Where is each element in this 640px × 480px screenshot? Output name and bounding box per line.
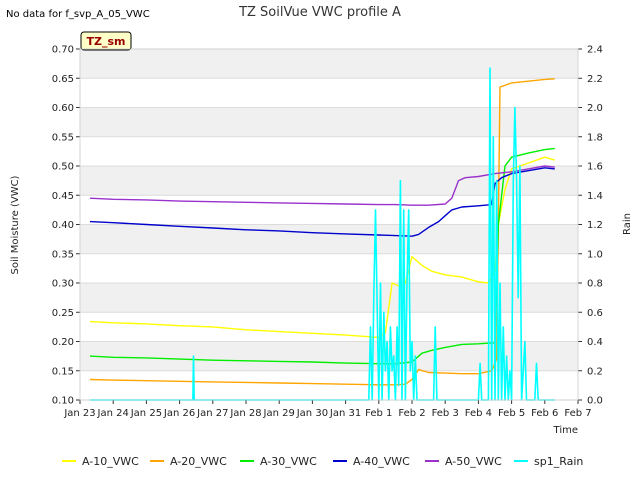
legend-item-a-20-vwc: A-20_VWC	[150, 455, 227, 468]
x-tick-label: Feb 3	[432, 408, 459, 419]
legend-label: A-30_VWC	[260, 455, 317, 468]
band	[80, 283, 578, 313]
y2-tick-label: 1.0	[587, 249, 603, 260]
y2-tick-label: 1.8	[587, 132, 603, 143]
y2-tick-label: 1.4	[587, 191, 603, 202]
y-tick-label: 0.60	[52, 103, 74, 114]
band	[80, 107, 578, 137]
y2-tick-label: 0.2	[587, 366, 603, 377]
x-tick-label: Feb 7	[564, 408, 591, 419]
band	[80, 49, 578, 79]
y-tick-label: 0.15	[52, 366, 74, 377]
x-tick-label: Jan 25	[130, 408, 162, 419]
x-tick-label: Jan 29	[263, 408, 295, 419]
y-tick-label: 0.45	[52, 191, 74, 202]
x-tick-label: Jan 26	[163, 408, 195, 419]
y-tick-label: 0.40	[52, 220, 74, 231]
y2-tick-label: 2.4	[587, 45, 603, 56]
x-tick-label: Feb 5	[498, 408, 525, 419]
legend: A-10_VWC A-20_VWC A-30_VWC A-40_VWC A-50_VWC…	[62, 455, 583, 468]
x-tick-label: Jan 30	[296, 408, 328, 419]
y-tick-label: 0.30	[52, 279, 74, 290]
series-line-a-30-vwc	[89, 147, 555, 365]
site-badge-label: TZ_sm	[87, 35, 126, 48]
y-axis-label: Soil Moisture (VWC)	[10, 175, 21, 274]
x-axis-ticks: Jan 23 Jan 24 Jan 25 Jan 26 Jan 27 Jan 28 Jan …	[63, 400, 592, 419]
y-tick-label: 0.10	[52, 396, 74, 407]
x-tick-label: Feb 2	[398, 408, 425, 419]
y2-tick-label: 1.6	[587, 162, 603, 173]
chart-title: TZ SoilVue VWC profile A	[238, 5, 401, 20]
y-tick-label: 0.70	[52, 45, 74, 56]
legend-item-a-40-vwc: A-40_VWC	[333, 455, 410, 468]
legend-item-sp1-rain: sp1_Rain	[514, 455, 583, 468]
x-tick-label: Feb 1	[365, 408, 392, 419]
legend-item-a-50-vwc: A-50_VWC	[425, 455, 502, 468]
y-tick-label: 0.25	[52, 308, 74, 319]
x-tick-label: Feb 4	[465, 408, 492, 419]
y2-tick-label: 0.6	[587, 308, 603, 319]
y2-tick-label: 0.4	[587, 337, 603, 348]
no-data-message: No data for f_svp_A_05_VWC	[6, 9, 150, 20]
plot-frame	[79, 48, 579, 401]
legend-label: A-40_VWC	[353, 455, 410, 468]
series-line-a-50-vwc	[89, 165, 555, 206]
y2-tick-label: 2.0	[587, 103, 603, 114]
legend-item-a-10-vwc: A-10_VWC	[62, 455, 139, 468]
legend-label: A-10_VWC	[82, 455, 139, 468]
y-tick-label: 0.65	[52, 74, 74, 85]
legend-label: sp1_Rain	[534, 455, 583, 468]
x-tick-label: Jan 31	[329, 408, 361, 419]
y-tick-label: 0.20	[52, 337, 74, 348]
y-tick-label: 0.55	[52, 132, 74, 143]
y2-tick-label: 0.8	[587, 279, 603, 290]
legend-item-a-30-vwc: A-30_VWC	[240, 455, 317, 468]
x-tick-label: Feb 6	[531, 408, 558, 419]
x-tick-label: Jan 24	[97, 408, 129, 419]
series-line-a-40-vwc	[89, 167, 555, 237]
x-axis-label: Time	[553, 425, 578, 436]
y2-tick-label: 1.2	[587, 220, 603, 231]
y-tick-label: 0.50	[52, 162, 74, 173]
site-badge: TZ_sm	[80, 31, 132, 51]
y2-axis-label: Rain	[622, 213, 633, 235]
band	[80, 224, 578, 254]
legend-label: A-50_VWC	[445, 455, 502, 468]
y-axis-ticks: 0.10 0.15 0.20 0.25 0.30 0.35 0.40 0.45 0.50 0.55…	[52, 45, 80, 407]
x-tick-label: Jan 27	[196, 408, 228, 419]
x-tick-label: Jan 23	[63, 408, 95, 419]
y2-tick-label: 0.0	[587, 396, 603, 407]
band	[80, 166, 578, 196]
x-tick-label: Jan 28	[229, 408, 261, 419]
y-tick-label: 0.35	[52, 249, 74, 260]
legend-label: A-20_VWC	[170, 455, 227, 468]
y2-tick-label: 2.2	[587, 74, 603, 85]
y2-axis-ticks: 0.0 0.2 0.4 0.6 0.8 1.0 1.2 1.4 1.6 1.8 2.0 2.2 2.4	[578, 45, 603, 407]
